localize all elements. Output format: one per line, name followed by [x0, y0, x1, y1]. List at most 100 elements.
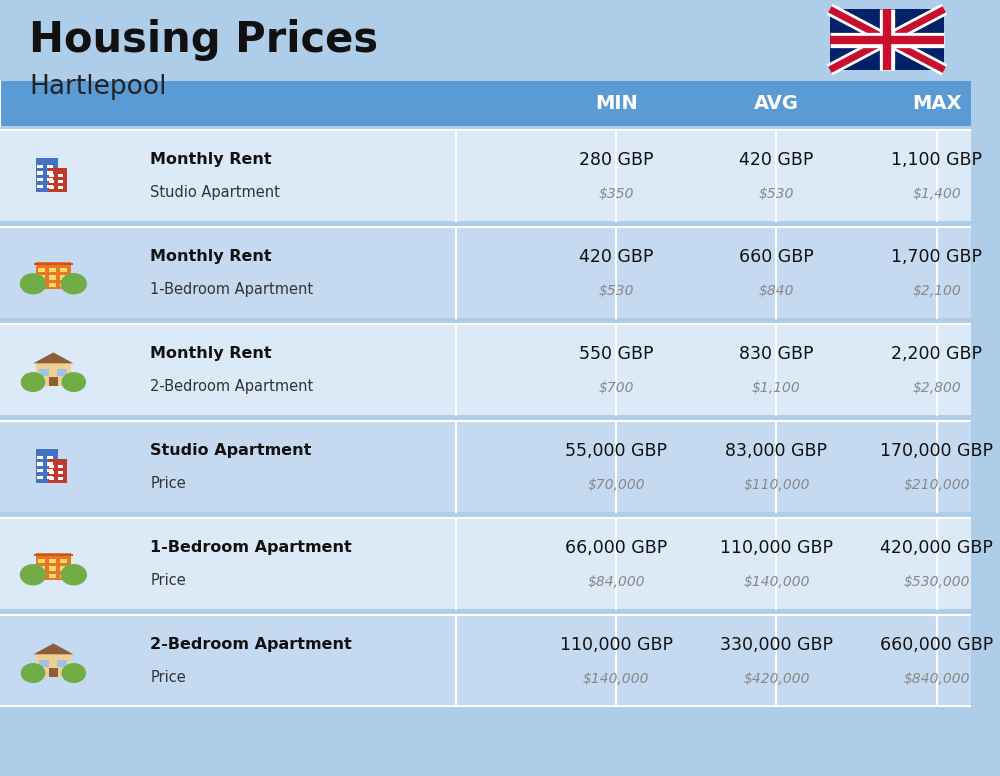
Text: $350: $350 — [599, 187, 634, 201]
FancyBboxPatch shape — [58, 186, 63, 189]
FancyBboxPatch shape — [38, 275, 45, 279]
FancyBboxPatch shape — [58, 174, 63, 177]
FancyBboxPatch shape — [49, 559, 56, 563]
Text: $140,000: $140,000 — [583, 672, 650, 686]
Polygon shape — [33, 643, 73, 654]
Text: 55,000 GBP: 55,000 GBP — [565, 442, 667, 460]
Text: Price: Price — [150, 476, 186, 491]
Circle shape — [62, 663, 85, 682]
FancyBboxPatch shape — [57, 660, 67, 667]
Text: 2-Bedroom Apartment: 2-Bedroom Apartment — [150, 637, 352, 653]
FancyBboxPatch shape — [37, 165, 43, 168]
Text: 110,000 GBP: 110,000 GBP — [560, 636, 673, 654]
FancyBboxPatch shape — [49, 377, 58, 386]
FancyBboxPatch shape — [49, 174, 54, 177]
FancyBboxPatch shape — [49, 477, 54, 480]
Polygon shape — [33, 352, 73, 363]
Text: 660 GBP: 660 GBP — [739, 248, 814, 266]
Text: $420,000: $420,000 — [743, 672, 810, 686]
FancyBboxPatch shape — [36, 653, 71, 677]
FancyBboxPatch shape — [34, 554, 73, 556]
FancyBboxPatch shape — [36, 449, 58, 483]
FancyBboxPatch shape — [37, 462, 43, 466]
FancyBboxPatch shape — [49, 471, 54, 474]
FancyBboxPatch shape — [38, 282, 45, 287]
Circle shape — [61, 565, 86, 585]
FancyBboxPatch shape — [60, 275, 67, 279]
Text: $530,000: $530,000 — [903, 575, 970, 589]
Text: 1,700 GBP: 1,700 GBP — [891, 248, 982, 266]
FancyBboxPatch shape — [830, 9, 944, 70]
FancyBboxPatch shape — [49, 573, 56, 578]
Circle shape — [61, 274, 86, 294]
FancyBboxPatch shape — [0, 615, 970, 706]
FancyBboxPatch shape — [60, 282, 67, 287]
Text: 1-Bedroom Apartment: 1-Bedroom Apartment — [150, 540, 352, 556]
Text: Housing Prices: Housing Prices — [29, 19, 378, 61]
FancyBboxPatch shape — [58, 465, 63, 468]
FancyBboxPatch shape — [39, 660, 49, 667]
Text: Hartlepool: Hartlepool — [29, 74, 167, 100]
Text: $70,000: $70,000 — [587, 478, 645, 492]
FancyBboxPatch shape — [37, 178, 43, 182]
Text: 550 GBP: 550 GBP — [579, 345, 654, 363]
Circle shape — [21, 565, 46, 585]
FancyBboxPatch shape — [36, 362, 71, 386]
Text: $700: $700 — [599, 381, 634, 395]
Text: 280 GBP: 280 GBP — [579, 151, 654, 169]
FancyBboxPatch shape — [60, 268, 67, 272]
FancyBboxPatch shape — [37, 185, 43, 189]
FancyBboxPatch shape — [47, 171, 53, 175]
FancyBboxPatch shape — [60, 573, 67, 578]
Text: 66,000 GBP: 66,000 GBP — [565, 539, 667, 557]
Text: 660,000 GBP: 660,000 GBP — [880, 636, 993, 654]
Text: MIN: MIN — [595, 94, 638, 113]
FancyBboxPatch shape — [38, 559, 45, 563]
Text: 83,000 GBP: 83,000 GBP — [725, 442, 827, 460]
FancyBboxPatch shape — [57, 369, 67, 376]
Text: $210,000: $210,000 — [903, 478, 970, 492]
Text: 110,000 GBP: 110,000 GBP — [720, 539, 833, 557]
Text: 2,200 GBP: 2,200 GBP — [891, 345, 982, 363]
Text: Price: Price — [150, 670, 186, 685]
Text: 830 GBP: 830 GBP — [739, 345, 814, 363]
FancyBboxPatch shape — [49, 275, 56, 279]
FancyBboxPatch shape — [57, 660, 67, 667]
FancyBboxPatch shape — [39, 369, 49, 376]
Text: 2-Bedroom Apartment: 2-Bedroom Apartment — [150, 379, 314, 394]
FancyBboxPatch shape — [49, 668, 58, 677]
Text: AVG: AVG — [754, 94, 799, 113]
FancyBboxPatch shape — [38, 268, 45, 272]
FancyBboxPatch shape — [49, 186, 54, 189]
FancyBboxPatch shape — [0, 227, 970, 318]
Text: Studio Apartment: Studio Apartment — [150, 185, 280, 200]
Text: Monthly Rent: Monthly Rent — [150, 249, 272, 265]
Text: MAX: MAX — [912, 94, 961, 113]
FancyBboxPatch shape — [34, 263, 73, 265]
Text: Monthly Rent: Monthly Rent — [150, 346, 272, 362]
Text: Monthly Rent: Monthly Rent — [150, 152, 272, 168]
Text: 330,000 GBP: 330,000 GBP — [720, 636, 833, 654]
FancyBboxPatch shape — [39, 369, 49, 376]
FancyBboxPatch shape — [37, 456, 43, 459]
FancyBboxPatch shape — [60, 559, 67, 563]
FancyBboxPatch shape — [37, 171, 43, 175]
FancyBboxPatch shape — [47, 178, 53, 182]
FancyBboxPatch shape — [47, 469, 53, 473]
Circle shape — [21, 663, 45, 682]
Circle shape — [21, 372, 45, 391]
FancyBboxPatch shape — [36, 262, 71, 289]
FancyBboxPatch shape — [49, 268, 56, 272]
FancyBboxPatch shape — [47, 462, 53, 466]
FancyBboxPatch shape — [58, 477, 63, 480]
FancyBboxPatch shape — [37, 469, 43, 473]
Text: Studio Apartment: Studio Apartment — [150, 443, 312, 459]
FancyBboxPatch shape — [47, 476, 53, 480]
FancyBboxPatch shape — [58, 180, 63, 183]
Text: Price: Price — [150, 573, 186, 588]
FancyBboxPatch shape — [48, 459, 67, 483]
FancyBboxPatch shape — [0, 324, 970, 415]
FancyBboxPatch shape — [38, 566, 45, 570]
Text: $530: $530 — [759, 187, 794, 201]
Text: $2,100: $2,100 — [912, 284, 961, 298]
